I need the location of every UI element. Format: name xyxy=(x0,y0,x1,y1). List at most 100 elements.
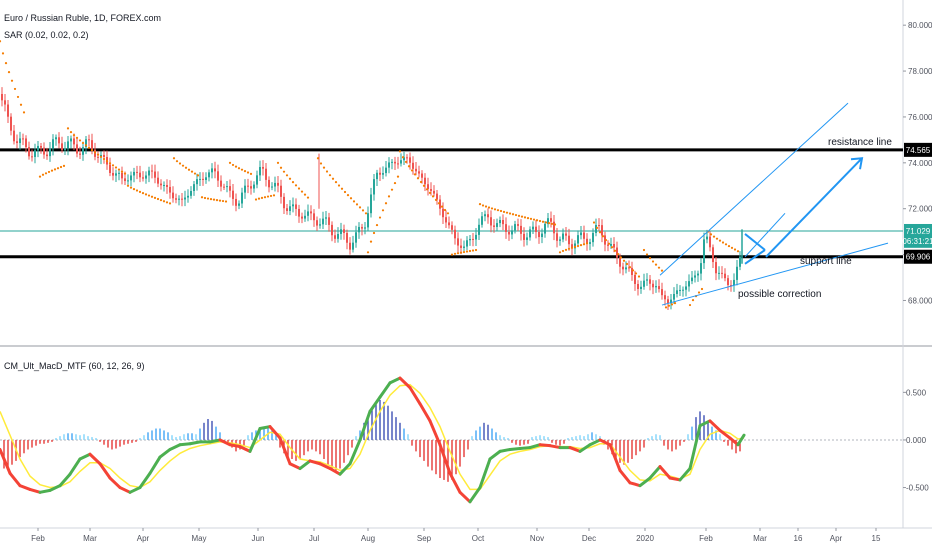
histogram-bar xyxy=(311,439,313,450)
macd-line-segment xyxy=(368,395,382,413)
candle-body xyxy=(718,272,720,274)
sar-dot xyxy=(490,207,494,210)
candle-body xyxy=(391,161,393,163)
candle-body xyxy=(505,224,507,232)
candle xyxy=(304,209,306,222)
candle xyxy=(577,230,579,248)
support-resistance-lines[interactable] xyxy=(0,148,903,259)
trend-line-channel-lower[interactable] xyxy=(661,242,889,306)
candle xyxy=(127,174,129,185)
candle-body xyxy=(241,192,243,204)
sar-dot xyxy=(181,164,185,167)
candle-body xyxy=(478,224,480,235)
trend-line-channel-upper[interactable] xyxy=(659,102,849,276)
annotation-resistance[interactable]: resistance line xyxy=(828,137,892,148)
sar-dot xyxy=(99,155,103,158)
candle-body xyxy=(388,162,390,168)
sar-dot xyxy=(108,162,112,165)
histogram-bar xyxy=(203,422,205,440)
candle-body xyxy=(427,184,429,190)
candle-body xyxy=(76,144,78,154)
candle-body xyxy=(1,94,3,101)
candle-body xyxy=(229,186,231,191)
histogram-bar xyxy=(75,434,77,440)
sar-dot xyxy=(141,192,145,195)
macd-lines xyxy=(0,376,746,504)
annotation-support[interactable]: support line xyxy=(800,256,852,267)
macd-line-segment xyxy=(488,449,502,461)
candle-body xyxy=(64,148,66,150)
price-tag-box xyxy=(904,142,932,157)
sar-dot xyxy=(651,260,655,263)
sar-dot xyxy=(291,181,295,184)
candle-body xyxy=(703,239,705,264)
sar-dot xyxy=(288,177,292,180)
candle-body xyxy=(274,182,276,187)
candle-body xyxy=(328,217,330,225)
price-tick-label: 68.000 xyxy=(908,296,932,305)
histogram-bar xyxy=(111,439,113,450)
sar-dot xyxy=(564,248,568,251)
candle xyxy=(358,222,360,239)
price-tick-label: 72.000 xyxy=(908,205,932,214)
candle-body xyxy=(406,157,408,159)
sar-dot xyxy=(459,251,463,254)
candle xyxy=(142,171,144,182)
trend-line-channel-mid[interactable] xyxy=(744,212,786,258)
candle xyxy=(31,149,33,162)
histogram-bar xyxy=(27,439,29,450)
candle xyxy=(115,169,117,183)
candle-body xyxy=(238,203,240,206)
candle xyxy=(316,216,318,231)
candle-body xyxy=(34,150,36,157)
sar-dot xyxy=(387,195,391,198)
histogram-bar xyxy=(143,435,145,440)
candle-body xyxy=(193,184,195,191)
histogram-bar xyxy=(103,439,105,445)
candle-body xyxy=(475,234,477,240)
histogram-bar xyxy=(211,420,213,440)
sar-dot xyxy=(81,141,85,145)
histogram-bar xyxy=(299,439,301,459)
macd-line-segment xyxy=(108,476,122,490)
macd-line-segment xyxy=(118,486,132,494)
sar-indicator-label[interactable]: SAR (0.02, 0.02, 0.2) xyxy=(4,30,89,40)
candle xyxy=(556,227,558,248)
candle xyxy=(280,179,282,204)
histogram-bar xyxy=(579,435,581,440)
candle xyxy=(385,160,387,177)
candle xyxy=(739,251,741,271)
histogram-bar xyxy=(687,434,689,440)
candle-body xyxy=(682,289,684,291)
macd-line-segment xyxy=(208,438,222,444)
candle xyxy=(283,193,285,214)
symbol-title[interactable]: Euro / Russian Ruble, 1D, FOREX.com xyxy=(4,13,162,23)
sar-dot xyxy=(260,196,264,199)
sar-dot xyxy=(709,233,713,236)
trend-line-hook-up[interactable] xyxy=(744,233,766,251)
sar-dot xyxy=(496,209,500,212)
trend-line-hook-down[interactable] xyxy=(744,249,766,265)
sar-dot xyxy=(637,275,641,278)
annotation-correction[interactable]: possible correction xyxy=(738,289,821,300)
signal-line xyxy=(0,383,745,491)
histogram-bar xyxy=(343,439,345,463)
candle-body xyxy=(481,216,483,225)
histogram-bar xyxy=(335,439,337,471)
macd-line-segment xyxy=(58,472,72,488)
sar-dot xyxy=(243,170,247,173)
macd-line-segment xyxy=(258,425,272,431)
histogram-bar xyxy=(439,439,441,479)
histogram-bar xyxy=(395,417,397,440)
candle xyxy=(487,208,489,224)
candle-body xyxy=(46,154,48,157)
sar-dot xyxy=(667,304,671,307)
candle xyxy=(187,189,189,203)
time-tick-label: May xyxy=(191,534,206,543)
trend-lines[interactable] xyxy=(659,102,889,306)
sar-dot xyxy=(102,157,106,161)
macd-indicator-label[interactable]: CM_Ult_MacD_MTF (60, 12, 26, 9) xyxy=(4,361,145,371)
candle xyxy=(355,225,357,248)
sar-dot xyxy=(664,306,668,309)
trend-line-projection[interactable] xyxy=(765,157,863,258)
